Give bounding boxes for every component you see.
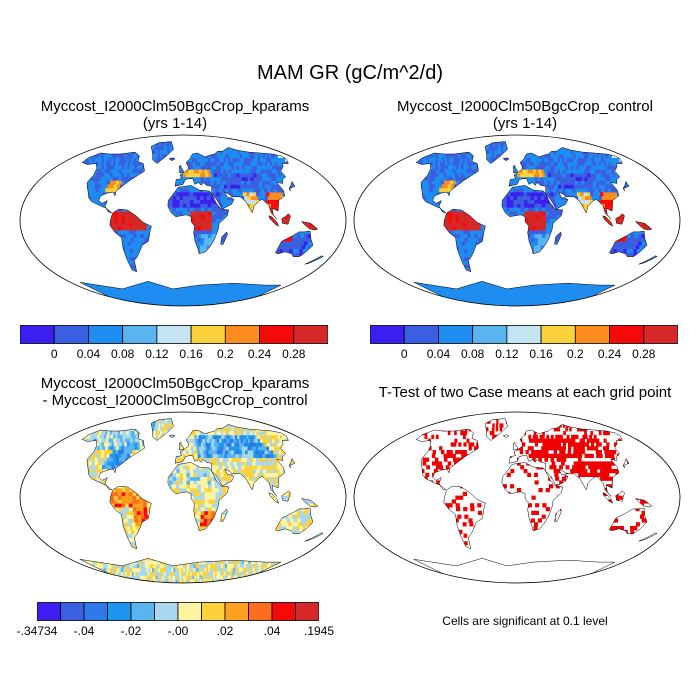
colorbar-swatch	[540, 325, 576, 344]
colorbar-swatch	[83, 602, 108, 621]
colorbar-tick-label: 0.28	[282, 347, 306, 361]
map-kparams	[19, 134, 347, 307]
colorbar-swatch	[107, 602, 132, 621]
colorbar-tick-label: 0	[400, 347, 408, 361]
panel-title-control: Myccost_I2000Clm50BgcCrop_control (yrs 1-…	[397, 98, 653, 132]
colorbar-tick-label: -.04	[73, 624, 95, 638]
colorbar-swatch	[370, 325, 405, 344]
colorbar-tick-label: 0.16	[179, 347, 203, 361]
colorbar-swatch	[154, 602, 179, 621]
colorbar-swatch	[259, 325, 295, 344]
colorbar-swatch	[53, 325, 89, 344]
colorbar-tick-label: 0.04	[426, 347, 451, 361]
colorbar-swatch	[122, 325, 158, 344]
colorbar-swatch	[201, 602, 226, 621]
colorbar-tick-label: 0.28	[632, 347, 656, 361]
colorbar-tick-label: 0.24	[597, 347, 622, 361]
colorbar-tick-label: 0.24	[247, 347, 272, 361]
colorbar-tick-label: -.34734	[16, 624, 58, 638]
colorbar-tick-label: 0.12	[495, 347, 519, 361]
map-ttest	[353, 411, 681, 584]
colorbar-swatch	[224, 602, 249, 621]
colorbar-swatch	[472, 325, 508, 344]
colorbar-tick-label: .1945	[303, 624, 335, 638]
colorbar-swatch	[506, 325, 542, 344]
colorbar-kparams	[20, 325, 328, 344]
panel-title-difference: Myccost_I2000Clm50BgcCrop_kparams - Mycco…	[40, 375, 310, 409]
colorbar-difference	[37, 602, 319, 621]
colorbar-swatch	[271, 602, 296, 621]
colorbar-labels-difference: -.34734 -.04 -.02 -.00 .02 .04 .1945	[17, 624, 334, 640]
colorbar-labels-control: 0 0.04 0.08 0.12 0.16 0.2 0.24 0.28	[370, 347, 678, 363]
map-control	[353, 134, 681, 307]
colorbar-swatch	[438, 325, 474, 344]
colorbar-swatch	[403, 325, 439, 344]
colorbar-swatch	[130, 602, 155, 621]
colorbar-tick-label: 0.12	[145, 347, 169, 361]
panel-title-ttest: T-Test of two Case means at each grid po…	[378, 384, 672, 401]
colorbar-swatch	[37, 602, 61, 621]
colorbar-tick-label: -.00	[167, 624, 189, 638]
colorbar-swatch	[156, 325, 192, 344]
colorbar-swatch	[60, 602, 85, 621]
colorbar-labels-kparams: 0 0.04 0.08 0.12 0.16 0.2 0.24 0.28	[20, 347, 328, 363]
colorbar-tick-label: 0	[50, 347, 58, 361]
colorbar-swatch	[224, 325, 260, 344]
colorbar-swatch	[295, 602, 319, 621]
colorbar-control	[370, 325, 678, 344]
map-difference	[19, 411, 347, 584]
colorbar-tick-label: .04	[263, 624, 281, 638]
colorbar-tick-label: 0.2	[216, 347, 234, 361]
colorbar-tick-label: 0.08	[110, 347, 135, 361]
colorbar-swatch	[248, 602, 273, 621]
colorbar-swatch	[643, 325, 678, 344]
colorbar-swatch	[88, 325, 124, 344]
main-title: MAM GR (gC/m^2/d)	[256, 62, 444, 84]
colorbar-tick-label: 0.04	[76, 347, 101, 361]
panel-title-kparams: Myccost_I2000Clm50BgcCrop_kparams (yrs 1-…	[40, 98, 310, 132]
colorbar-tick-label: -.02	[120, 624, 142, 638]
significance-note: Cells are significant at 0.1 level	[442, 614, 608, 628]
colorbar-tick-label: 0.08	[460, 347, 485, 361]
colorbar-tick-label: 0.16	[529, 347, 553, 361]
colorbar-swatch	[293, 325, 328, 344]
colorbar-swatch	[20, 325, 55, 344]
colorbar-swatch	[574, 325, 610, 344]
colorbar-swatch	[177, 602, 202, 621]
colorbar-swatch	[609, 325, 645, 344]
colorbar-tick-label: 0.2	[566, 347, 584, 361]
colorbar-swatch	[190, 325, 226, 344]
colorbar-tick-label: .02	[216, 624, 234, 638]
